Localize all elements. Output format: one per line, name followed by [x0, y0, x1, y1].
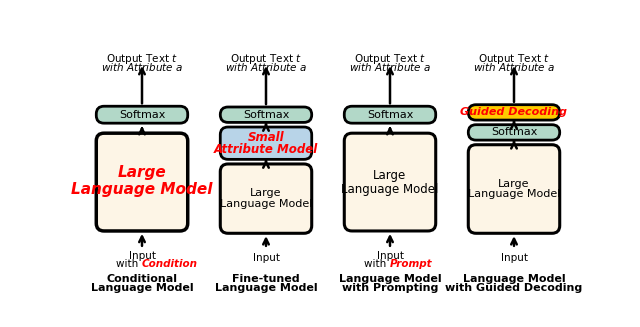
Text: with Attribute $a$: with Attribute $a$ [473, 61, 555, 73]
Text: Language Model: Language Model [214, 283, 317, 293]
FancyBboxPatch shape [96, 106, 188, 123]
Text: with Attribute $a$: with Attribute $a$ [349, 61, 431, 73]
Text: Softmax: Softmax [491, 128, 537, 137]
Text: Condition: Condition [142, 259, 198, 269]
Text: Attribute Model: Attribute Model [214, 143, 318, 156]
FancyBboxPatch shape [468, 125, 560, 140]
Text: Language Model: Language Model [71, 182, 212, 197]
Text: Language Model: Language Model [468, 189, 560, 199]
Text: Large: Large [250, 188, 282, 198]
Text: Language Model: Language Model [341, 182, 438, 196]
FancyBboxPatch shape [96, 133, 188, 231]
FancyBboxPatch shape [220, 127, 312, 159]
Text: with Attribute $a$: with Attribute $a$ [225, 61, 307, 73]
Text: with Guided Decoding: with Guided Decoding [445, 283, 582, 293]
Text: Language Model: Language Model [91, 283, 193, 293]
Text: Small: Small [248, 130, 284, 144]
Text: Softmax: Softmax [119, 110, 165, 120]
FancyBboxPatch shape [220, 107, 312, 122]
Text: Large: Large [118, 165, 166, 180]
Text: with: with [116, 259, 142, 269]
Text: Large: Large [373, 169, 406, 181]
FancyBboxPatch shape [220, 164, 312, 233]
FancyBboxPatch shape [468, 145, 560, 233]
Text: Conditional: Conditional [106, 274, 177, 284]
Text: Output Text $t$: Output Text $t$ [106, 52, 178, 66]
Text: with Attribute $a$: with Attribute $a$ [101, 61, 183, 73]
Text: Prompt: Prompt [390, 259, 433, 269]
FancyBboxPatch shape [344, 133, 436, 231]
Text: with: with [365, 259, 390, 269]
Text: Input: Input [253, 252, 280, 263]
FancyBboxPatch shape [344, 106, 436, 123]
Text: Language Model: Language Model [339, 274, 442, 284]
FancyBboxPatch shape [468, 105, 560, 120]
Text: with Prompting: with Prompting [342, 283, 438, 293]
Text: Softmax: Softmax [367, 110, 413, 120]
Text: Guided Decoding: Guided Decoding [461, 107, 568, 117]
Text: Output Text $t$: Output Text $t$ [230, 52, 302, 66]
Text: Input: Input [129, 251, 156, 261]
Text: Input: Input [376, 251, 403, 261]
Text: Input: Input [500, 252, 527, 263]
Text: Language Model: Language Model [463, 274, 565, 284]
Text: Fine-tuned: Fine-tuned [232, 274, 300, 284]
Text: Large: Large [499, 179, 530, 189]
Text: Language Model: Language Model [220, 199, 312, 209]
Text: Output Text $t$: Output Text $t$ [354, 52, 426, 66]
Text: Softmax: Softmax [243, 110, 289, 120]
Text: Output Text $t$: Output Text $t$ [478, 52, 550, 66]
